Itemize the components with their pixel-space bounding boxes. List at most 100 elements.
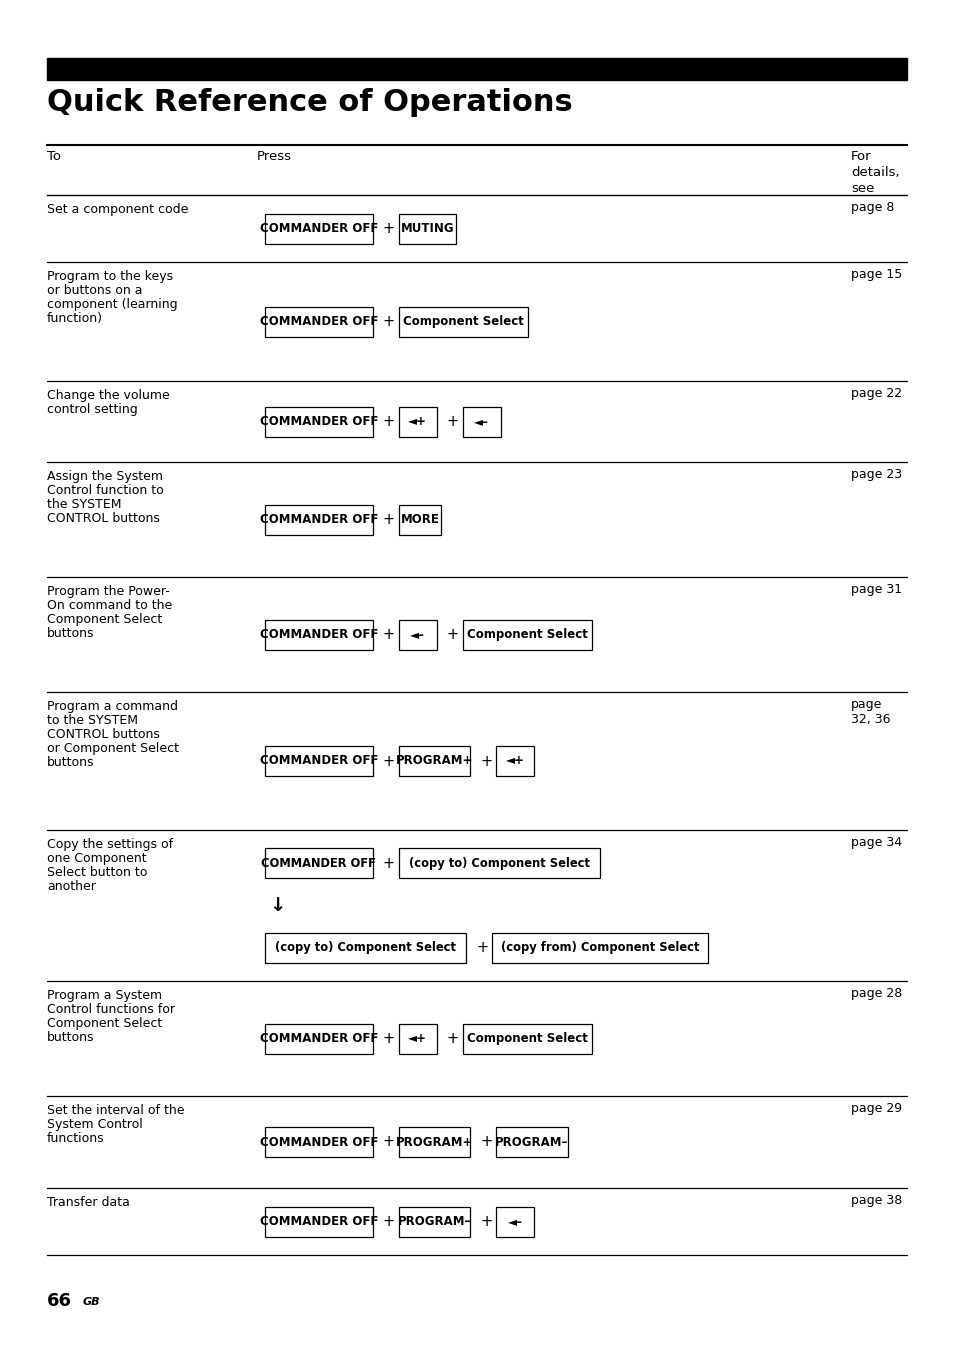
Text: page 8: page 8 <box>850 201 893 214</box>
Text: +: + <box>446 414 458 429</box>
Text: page 29: page 29 <box>850 1102 902 1115</box>
Text: Quick Reference of Operations: Quick Reference of Operations <box>47 88 572 117</box>
Text: +: + <box>382 1031 395 1046</box>
Text: COMMANDER OFF: COMMANDER OFF <box>259 315 377 328</box>
Bar <box>398 1023 436 1053</box>
Text: Component Select: Component Select <box>47 1016 162 1030</box>
Text: For
details,
see: For details, see <box>850 151 899 195</box>
Text: the SYSTEM: the SYSTEM <box>47 498 121 512</box>
Text: one Component: one Component <box>47 852 147 864</box>
Text: Press: Press <box>256 151 292 163</box>
Text: page 28: page 28 <box>850 987 902 1000</box>
Text: ◄+: ◄+ <box>408 1033 427 1045</box>
Text: functions: functions <box>47 1132 105 1145</box>
Text: +: + <box>382 1134 395 1149</box>
Text: On command to the: On command to the <box>47 598 172 612</box>
Text: +: + <box>382 313 395 328</box>
Text: +: + <box>382 221 395 236</box>
Text: function): function) <box>47 312 103 324</box>
Text: page 23: page 23 <box>850 468 902 480</box>
Text: PROGRAM+: PROGRAM+ <box>395 1136 473 1148</box>
Text: +: + <box>382 753 395 768</box>
Text: System Control: System Control <box>47 1118 143 1130</box>
Text: To: To <box>47 151 61 163</box>
Text: page 38: page 38 <box>850 1194 902 1206</box>
Text: Program a System: Program a System <box>47 989 162 1001</box>
Text: Component Select: Component Select <box>402 315 523 328</box>
Bar <box>265 1023 373 1053</box>
Text: MORE: MORE <box>400 513 439 527</box>
Text: Control functions for: Control functions for <box>47 1003 174 1016</box>
Text: ◄+: ◄+ <box>505 754 524 768</box>
Text: Copy the settings of: Copy the settings of <box>47 839 172 851</box>
Text: Set the interval of the: Set the interval of the <box>47 1105 184 1117</box>
Text: COMMANDER OFF: COMMANDER OFF <box>259 1215 377 1228</box>
Text: PROGRAM+: PROGRAM+ <box>395 754 473 768</box>
Text: Control function to: Control function to <box>47 484 164 497</box>
Bar <box>265 848 373 878</box>
Bar <box>398 620 436 650</box>
Text: Component Select: Component Select <box>466 628 587 641</box>
Text: or Component Select: or Component Select <box>47 742 179 754</box>
Text: Transfer data: Transfer data <box>47 1196 130 1209</box>
Text: COMMANDER OFF: COMMANDER OFF <box>261 856 375 870</box>
Text: Select button to: Select button to <box>47 866 147 879</box>
Text: (copy to) Component Select: (copy to) Component Select <box>408 856 589 870</box>
Text: 66: 66 <box>47 1292 71 1310</box>
Text: COMMANDER OFF: COMMANDER OFF <box>259 628 377 641</box>
Text: page 34: page 34 <box>850 836 902 849</box>
Text: ◄–: ◄– <box>410 628 425 641</box>
Text: PROGRAM–: PROGRAM– <box>397 1215 471 1228</box>
Text: buttons: buttons <box>47 627 94 641</box>
Text: COMMANDER OFF: COMMANDER OFF <box>259 754 377 768</box>
Bar <box>492 932 707 962</box>
Bar <box>462 620 591 650</box>
Bar <box>462 407 500 437</box>
Bar <box>265 620 373 650</box>
Text: page 31: page 31 <box>850 584 902 596</box>
Bar <box>265 1128 373 1158</box>
Text: buttons: buttons <box>47 756 94 769</box>
Text: control setting: control setting <box>47 403 137 417</box>
Text: Program to the keys: Program to the keys <box>47 270 172 284</box>
Bar <box>496 1128 567 1158</box>
Text: COMMANDER OFF: COMMANDER OFF <box>259 415 377 427</box>
Text: page 15: page 15 <box>850 267 902 281</box>
Text: COMMANDER OFF: COMMANDER OFF <box>259 1033 377 1045</box>
Text: component (learning: component (learning <box>47 299 177 311</box>
Bar <box>265 505 373 535</box>
Text: Change the volume: Change the volume <box>47 389 170 402</box>
Text: another: another <box>47 879 95 893</box>
Bar <box>265 746 373 776</box>
Text: to the SYSTEM: to the SYSTEM <box>47 714 138 727</box>
Text: +: + <box>476 940 488 955</box>
Text: +: + <box>382 856 395 871</box>
Bar <box>398 505 441 535</box>
Text: +: + <box>479 1215 492 1229</box>
Bar <box>265 307 373 337</box>
Text: (copy to) Component Select: (copy to) Component Select <box>274 942 456 954</box>
Text: Component Select: Component Select <box>47 613 162 626</box>
Text: +: + <box>446 1031 458 1046</box>
Bar <box>398 213 456 243</box>
Text: +: + <box>382 414 395 429</box>
Text: +: + <box>479 753 492 768</box>
Text: Program a command: Program a command <box>47 700 178 712</box>
Text: +: + <box>382 512 395 527</box>
Text: +: + <box>382 1215 395 1229</box>
Bar <box>398 1206 470 1236</box>
Text: Assign the System: Assign the System <box>47 470 163 483</box>
Bar <box>265 932 466 962</box>
Text: Program the Power-: Program the Power- <box>47 585 170 598</box>
Text: page
32, 36: page 32, 36 <box>850 697 889 726</box>
Text: Component Select: Component Select <box>466 1033 587 1045</box>
Bar <box>398 407 436 437</box>
Text: GB: GB <box>83 1297 100 1307</box>
Text: (copy from) Component Select: (copy from) Component Select <box>500 942 699 954</box>
Text: +: + <box>382 627 395 642</box>
Text: page 22: page 22 <box>850 387 902 400</box>
Text: ◄+: ◄+ <box>408 415 427 427</box>
Text: ◄–: ◄– <box>474 415 489 427</box>
Text: COMMANDER OFF: COMMANDER OFF <box>259 223 377 235</box>
Text: CONTROL buttons: CONTROL buttons <box>47 512 160 525</box>
